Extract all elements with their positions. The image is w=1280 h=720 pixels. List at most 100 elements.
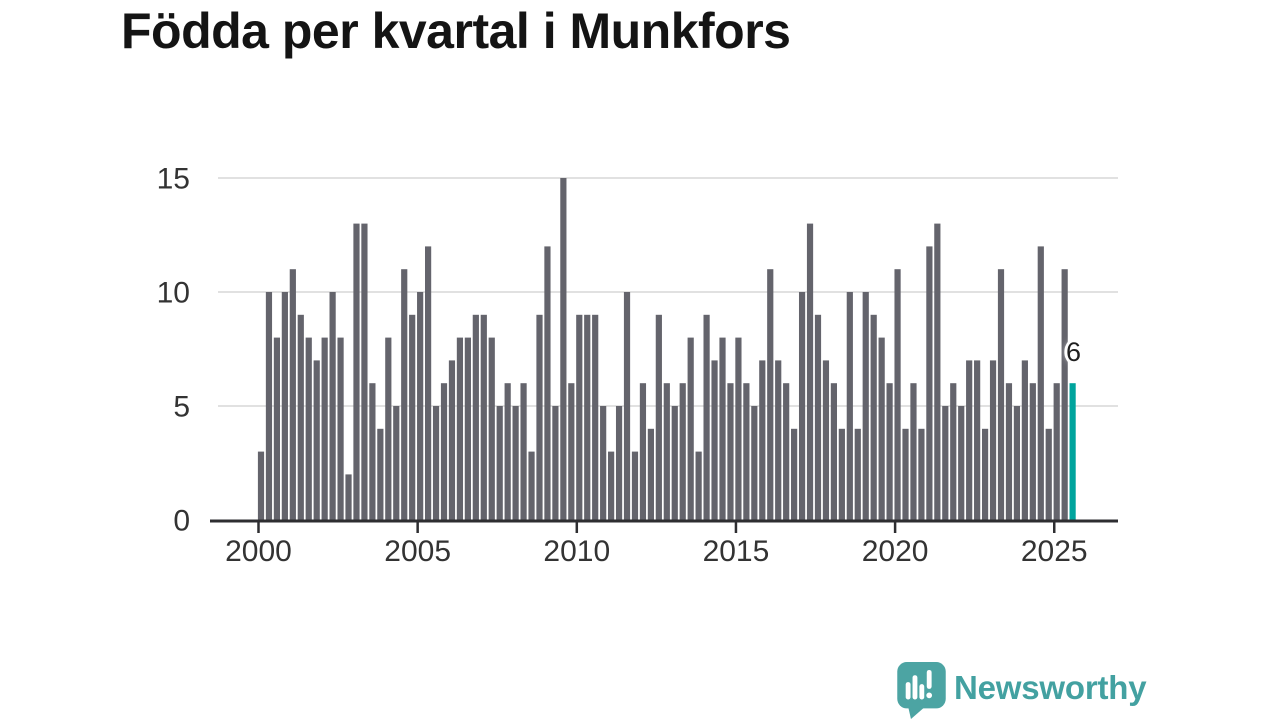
bar xyxy=(281,292,288,520)
bar xyxy=(775,360,782,520)
bar xyxy=(655,314,662,520)
bar xyxy=(647,428,654,520)
bar xyxy=(743,383,750,520)
bar xyxy=(409,314,416,520)
bar xyxy=(735,337,742,520)
bar xyxy=(981,428,989,520)
bar xyxy=(568,383,575,520)
bar xyxy=(369,383,376,520)
bar xyxy=(305,337,312,520)
speech-bubble-chart-icon xyxy=(897,662,946,719)
newsworthy-logo: Newsworthy xyxy=(896,661,1176,720)
bar xyxy=(854,428,861,520)
bar xyxy=(608,451,615,520)
bar xyxy=(417,292,424,520)
bar xyxy=(377,428,384,520)
bar xyxy=(432,406,440,520)
bar xyxy=(520,383,527,520)
bar xyxy=(862,292,869,520)
bar xyxy=(480,314,487,520)
bar xyxy=(552,406,559,520)
bar xyxy=(814,314,822,520)
bar xyxy=(806,223,814,520)
mini-bar-1 xyxy=(905,682,911,700)
bar xyxy=(345,474,352,520)
bar xyxy=(1021,360,1028,520)
bar xyxy=(910,383,917,520)
bar xyxy=(687,337,694,520)
bar xyxy=(273,337,281,520)
bar xyxy=(926,246,933,520)
bar xyxy=(464,337,471,520)
exclamation-bar xyxy=(926,669,932,689)
y-tick-label: 10 xyxy=(157,277,190,310)
y-tick-label: 5 xyxy=(173,391,190,424)
bar xyxy=(401,269,408,520)
bar xyxy=(504,383,511,520)
bar xyxy=(329,292,336,520)
bar xyxy=(830,383,837,520)
last-value-label: 6 xyxy=(1066,337,1082,367)
bar xyxy=(337,337,344,520)
x-tick-label: 2020 xyxy=(862,535,929,568)
bar xyxy=(1005,383,1013,520)
bar xyxy=(488,337,495,520)
bar xyxy=(536,314,543,520)
bar xyxy=(679,383,686,520)
bar xyxy=(663,383,670,520)
bar xyxy=(1061,269,1068,520)
bar xyxy=(846,292,853,520)
bar xyxy=(544,246,551,520)
bar xyxy=(448,360,456,520)
bar xyxy=(361,223,368,520)
page-title: Födda per kvartal i Munkfors xyxy=(121,3,791,59)
bar xyxy=(631,451,639,520)
bar xyxy=(759,360,766,520)
bar xyxy=(1037,246,1044,520)
bar xyxy=(695,451,702,520)
bar xyxy=(791,428,798,520)
bar xyxy=(456,337,464,520)
y-tick-label: 15 xyxy=(157,163,190,196)
mini-bar-3 xyxy=(919,684,925,700)
bar xyxy=(894,269,901,520)
speech-bubble-tail xyxy=(907,705,927,719)
bar xyxy=(265,292,273,520)
bar xyxy=(623,292,631,520)
bar xyxy=(783,383,790,520)
bar xyxy=(584,314,591,520)
bar xyxy=(751,406,758,520)
bar-highlighted xyxy=(1069,383,1076,520)
x-tick-label: 2015 xyxy=(703,535,770,568)
bar xyxy=(711,360,718,520)
bar xyxy=(1029,383,1036,520)
bar xyxy=(472,314,479,520)
x-tick-label: 2005 xyxy=(384,535,451,568)
bar xyxy=(639,383,647,520)
bar xyxy=(838,428,845,520)
bar xyxy=(671,406,678,520)
bar xyxy=(615,406,623,520)
bar xyxy=(297,314,304,520)
bar xyxy=(870,314,877,520)
bar xyxy=(950,383,957,520)
bar xyxy=(727,383,734,520)
bar xyxy=(353,223,360,520)
bar xyxy=(719,337,726,520)
bar xyxy=(512,406,519,520)
bar xyxy=(997,269,1005,520)
x-tick-label: 2025 xyxy=(1021,535,1088,568)
bar xyxy=(703,314,710,520)
bar xyxy=(385,337,392,520)
y-tick-label: 0 xyxy=(173,505,190,538)
x-tick-label: 2000 xyxy=(225,535,292,568)
bar xyxy=(974,360,981,520)
bar xyxy=(560,178,567,520)
bar xyxy=(576,314,583,520)
brand-name: Newsworthy xyxy=(954,669,1147,706)
bar xyxy=(958,406,965,520)
bar xyxy=(1045,428,1052,520)
bar xyxy=(902,428,909,520)
bar xyxy=(393,406,400,520)
